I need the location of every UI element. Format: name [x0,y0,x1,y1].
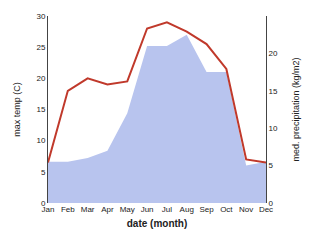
svg-text:20: 20 [269,49,278,58]
svg-text:5: 5 [269,161,274,170]
svg-text:Dec: Dec [259,205,273,214]
svg-text:Jul: Jul [162,205,172,214]
svg-text:20: 20 [36,74,45,83]
svg-text:med. precipitation (kg/m2): med. precipitation (kg/m2) [291,57,301,161]
svg-text:date (month): date (month) [127,218,188,229]
svg-text:max temp (C): max temp (C) [12,82,22,137]
svg-text:Feb: Feb [61,205,75,214]
svg-text:0: 0 [41,199,46,208]
svg-text:25: 25 [36,43,45,52]
svg-text:Aug: Aug [180,205,194,214]
svg-text:Nov: Nov [239,205,253,214]
svg-text:10: 10 [36,136,45,145]
svg-text:15: 15 [36,105,45,114]
svg-text:0: 0 [269,199,274,208]
svg-text:Jan: Jan [42,205,55,214]
svg-text:15: 15 [269,87,278,96]
svg-text:Jun: Jun [141,205,154,214]
svg-text:5: 5 [41,168,46,177]
svg-text:May: May [120,205,135,214]
svg-text:30: 30 [36,12,45,21]
svg-text:Apr: Apr [101,205,114,214]
svg-text:Sep: Sep [199,205,214,214]
svg-text:Oct: Oct [220,205,233,214]
svg-text:Mar: Mar [81,205,95,214]
svg-text:10: 10 [269,124,278,133]
